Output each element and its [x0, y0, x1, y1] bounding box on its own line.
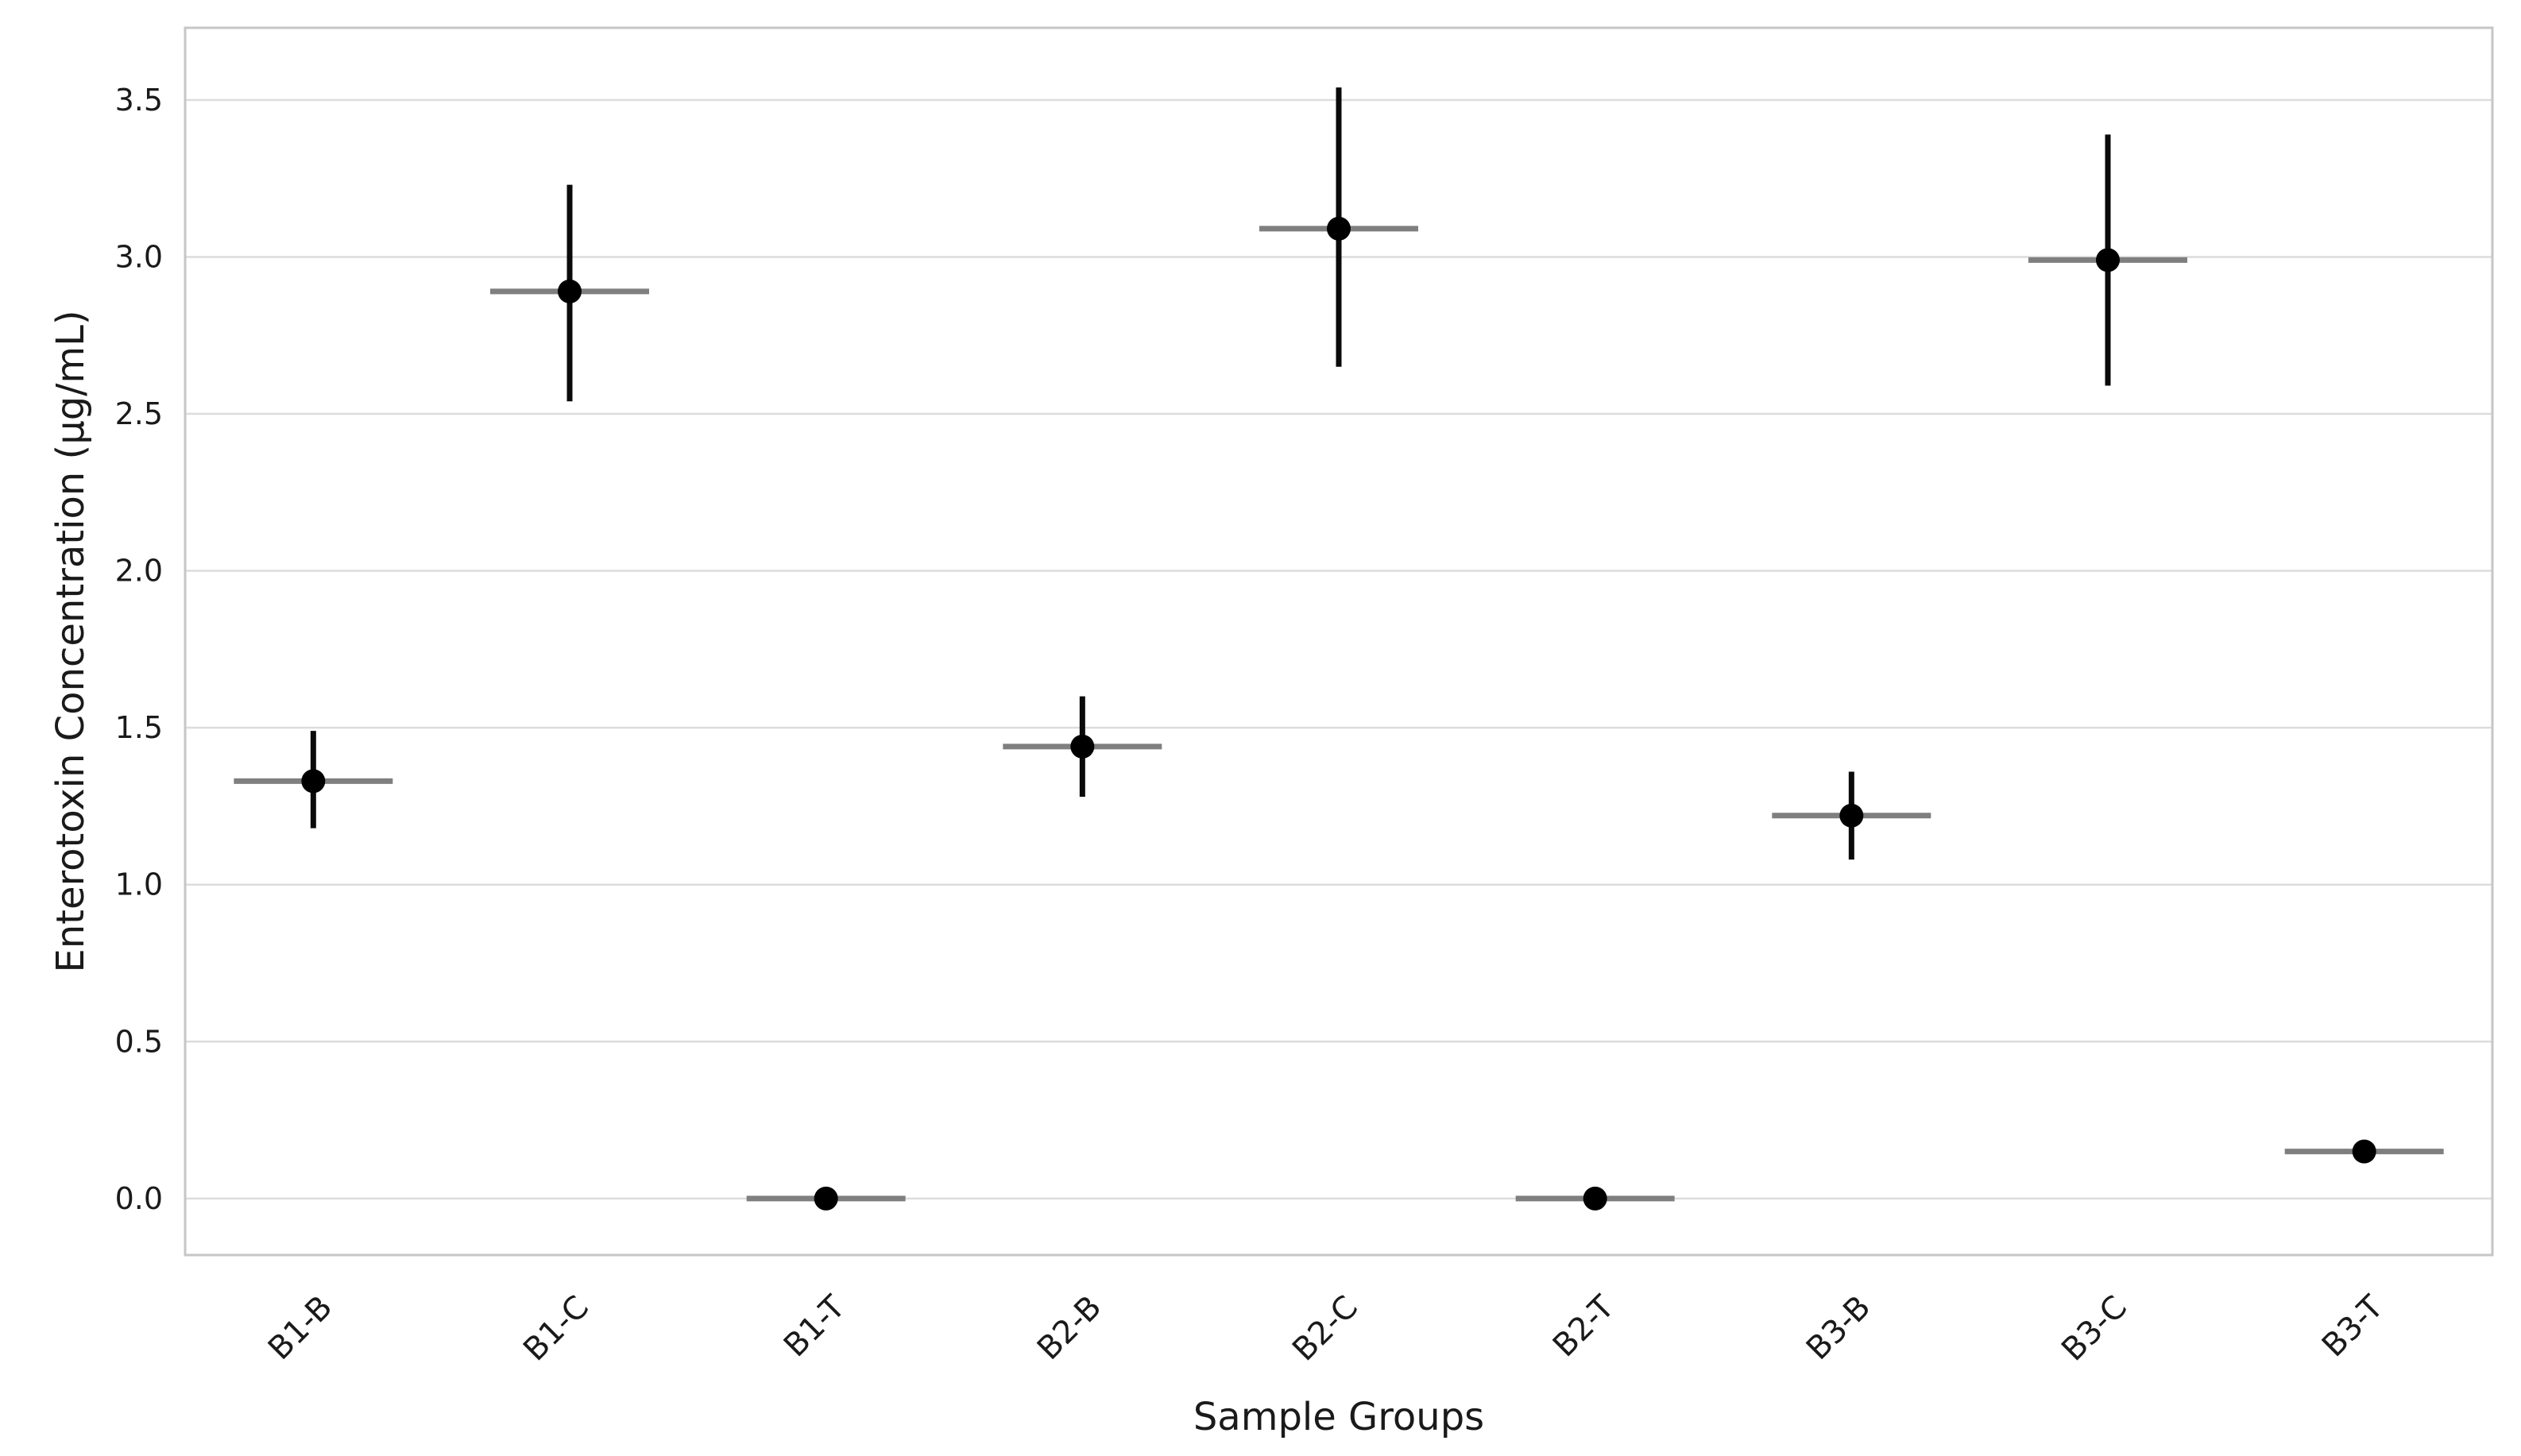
y-tick-label: 0.0	[115, 1181, 163, 1216]
mean-marker	[1070, 734, 1095, 759]
data-point-B3-T	[2284, 1139, 2444, 1164]
mean-marker	[301, 769, 326, 794]
data-point-B2-B	[1003, 696, 1162, 798]
x-tick-label: B1-B	[261, 1289, 340, 1368]
x-tick-label: B2-T	[1546, 1288, 1622, 1364]
x-tick-label: B3-T	[2315, 1288, 2391, 1364]
x-tick-label: B2-C	[1286, 1289, 1365, 1369]
data-point-B3-C	[2028, 134, 2187, 386]
x-tick-labels: B1-B B1-C B1-T B2-B B2-C B2-T B3-B B3-C B3-T	[261, 1288, 2391, 1368]
data-point-B1-C	[490, 184, 649, 402]
data-points-layer	[234, 87, 2444, 1211]
x-tick-label: B3-B	[1800, 1289, 1878, 1368]
data-point-B1-T	[746, 1186, 906, 1211]
y-tick-label: 3.5	[115, 83, 163, 118]
y-axis-title: Enterotoxin Concentration (µg/mL)	[48, 310, 93, 972]
x-tick-label: B2-B	[1030, 1289, 1109, 1368]
x-tick-label: B3-C	[2055, 1289, 2134, 1369]
mean-marker	[1327, 216, 1351, 241]
data-point-B3-B	[1772, 771, 1931, 860]
mean-marker	[2352, 1139, 2376, 1164]
plot-border	[184, 26, 2494, 1257]
y-tick-labels: 0.0 0.5 1.0 1.5 2.0 2.5 3.0 3.5	[115, 83, 163, 1216]
x-axis-title: Sample Groups	[1193, 1395, 1484, 1439]
y-tick-label: 1.5	[115, 710, 163, 745]
mean-marker	[2096, 248, 2120, 272]
y-tick-label: 0.5	[115, 1024, 163, 1059]
data-point-B2-T	[1515, 1186, 1675, 1211]
mean-marker	[1583, 1186, 1607, 1211]
y-tick-label: 2.5	[115, 396, 163, 431]
y-tick-label: 2.0	[115, 554, 163, 589]
x-tick-label: B1-C	[516, 1289, 596, 1369]
mean-marker	[1839, 803, 1864, 828]
data-point-B2-C	[1259, 87, 1418, 367]
mean-marker	[814, 1186, 838, 1211]
mean-marker	[558, 279, 582, 303]
x-tick-label: B1-T	[777, 1288, 853, 1364]
y-tick-label: 3.0	[115, 239, 163, 274]
data-point-B1-B	[234, 731, 393, 828]
y-tick-label: 1.0	[115, 867, 163, 902]
